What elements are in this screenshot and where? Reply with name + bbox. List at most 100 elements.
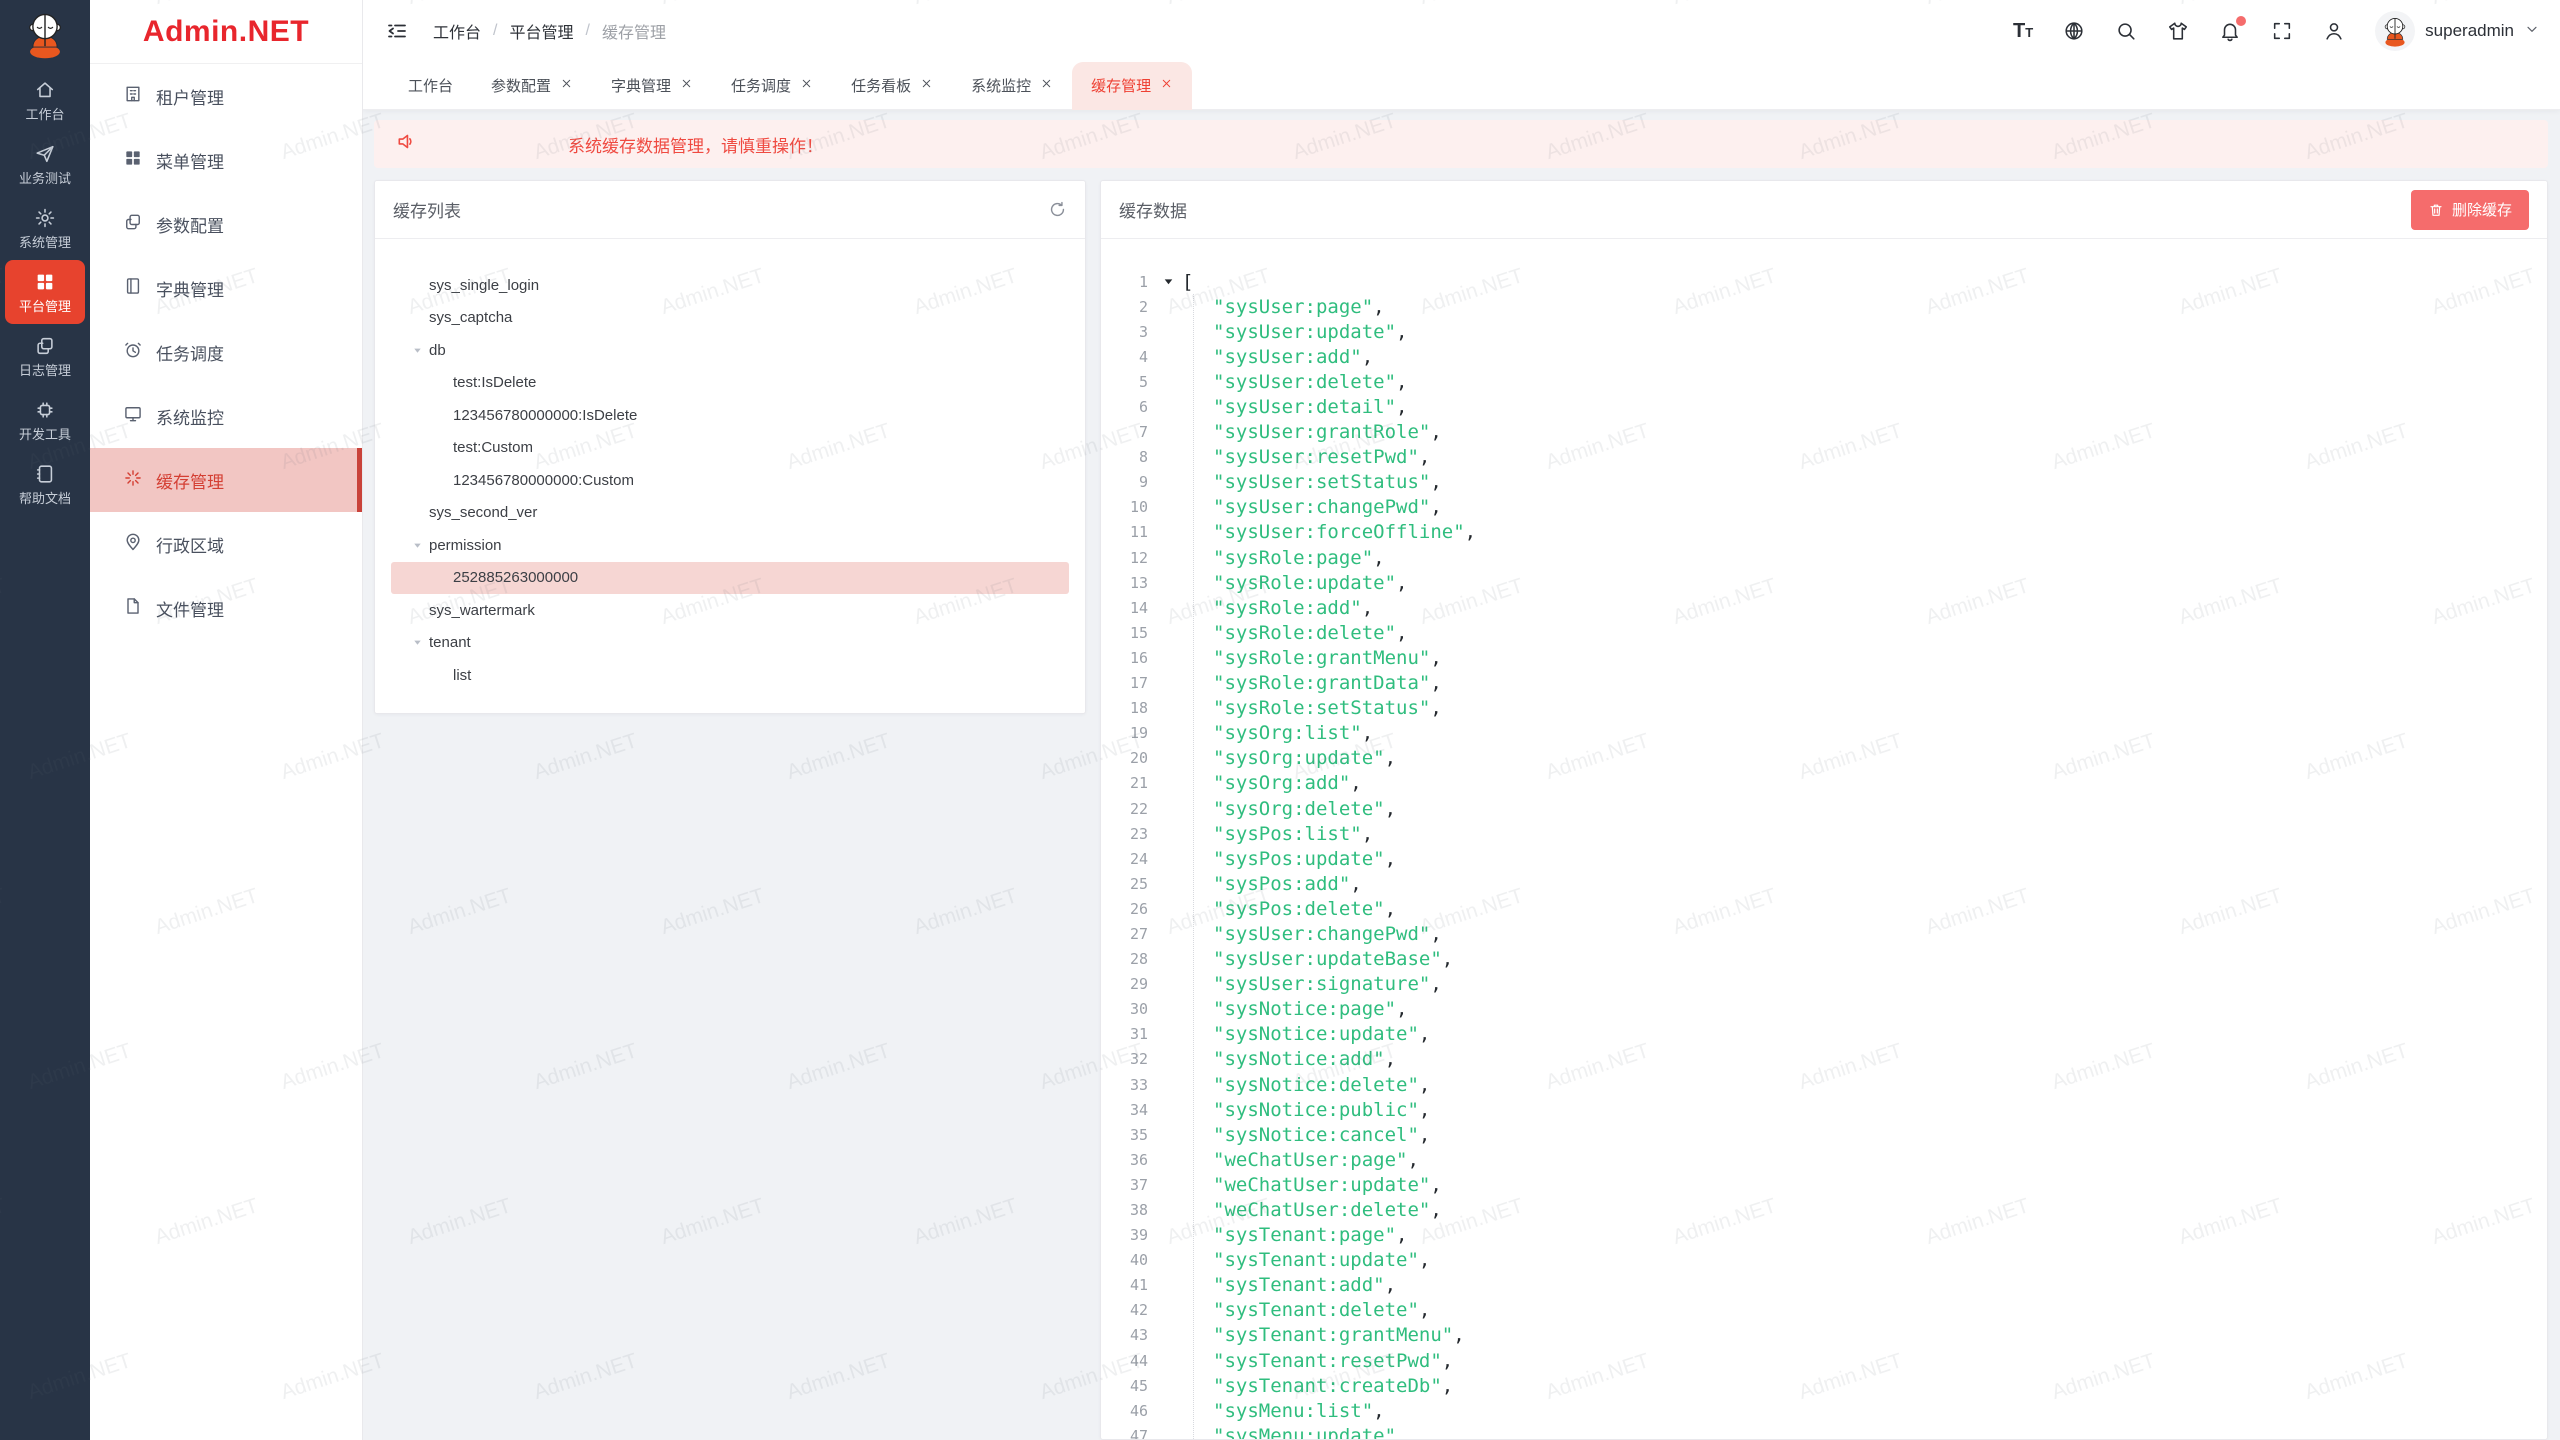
tab-系统监控[interactable]: 系统监控: [952, 62, 1072, 110]
tree-node[interactable]: tenant: [391, 627, 1069, 660]
home-icon: [34, 79, 56, 101]
sidebar-item-cache-mgmt[interactable]: 缓存管理: [90, 448, 362, 512]
caret-down-icon[interactable]: [1162, 275, 1175, 288]
font-size-icon[interactable]: TT: [2013, 20, 2034, 42]
sidebar-item-param-config[interactable]: 参数配置: [90, 192, 362, 256]
json-line: 10 "sysUser:changePwd",: [1101, 495, 2547, 520]
json-line: 11 "sysUser:forceOffline",: [1101, 520, 2547, 545]
breadcrumb-separator: /: [585, 22, 590, 39]
sidebar-item-admin-region[interactable]: 行政区域: [90, 512, 362, 576]
json-line: 28 "sysUser:updateBase",: [1101, 947, 2547, 972]
breadcrumb-item[interactable]: 缓存管理: [601, 25, 666, 42]
tab-任务看板[interactable]: 任务看板: [832, 62, 952, 110]
breadcrumb-separator: /: [493, 22, 498, 39]
search-icon[interactable]: [2115, 20, 2137, 42]
caret-down-icon[interactable]: [405, 345, 429, 356]
tree-node[interactable]: sys_captcha: [391, 302, 1069, 335]
json-string: "sysRole:setStatus": [1213, 697, 1431, 720]
tree-node[interactable]: sys_wartermark: [391, 594, 1069, 627]
sidebar-item-file-mgmt[interactable]: 文件管理: [90, 576, 362, 640]
theme-icon[interactable]: [2167, 20, 2189, 42]
close-icon[interactable]: [1160, 77, 1173, 94]
rail-item-dev-tools[interactable]: 开发工具: [5, 388, 85, 452]
profile-icon[interactable]: [2323, 20, 2345, 42]
sidebar-item-task-schedule[interactable]: 任务调度: [90, 320, 362, 384]
breadcrumb-item[interactable]: 工作台: [433, 25, 482, 42]
refresh-icon[interactable]: [1048, 200, 1067, 219]
tab-缓存管理[interactable]: 缓存管理: [1072, 61, 1193, 110]
rail-item-help-docs[interactable]: 帮助文档: [5, 452, 85, 516]
notifications-icon[interactable]: [2219, 16, 2247, 42]
tab-工作台[interactable]: 工作台: [389, 62, 472, 110]
json-line: 17 "sysRole:grantData",: [1101, 671, 2547, 696]
chevron-down-icon: [2524, 21, 2540, 42]
tree-node[interactable]: db: [391, 334, 1069, 367]
json-string: "sysTenant:page": [1213, 1224, 1397, 1247]
line-number: 42: [1129, 1301, 1148, 1320]
line-number: 14: [1129, 598, 1148, 617]
language-icon[interactable]: [2063, 20, 2085, 42]
breadcrumb-item[interactable]: 平台管理: [509, 25, 574, 42]
line-number: 13: [1129, 573, 1148, 592]
line-number: 30: [1129, 1000, 1148, 1019]
rail-item-system-mgmt[interactable]: 系统管理: [5, 196, 85, 260]
tree-node[interactable]: 123456780000000:Custom: [391, 464, 1069, 497]
tree-node[interactable]: 123456780000000:IsDelete: [391, 399, 1069, 432]
line-number: 1: [1138, 272, 1148, 291]
tree-node-label: sys_captcha: [429, 309, 513, 327]
collapse-menu-icon[interactable]: [385, 19, 409, 43]
delete-cache-button[interactable]: 删除缓存: [2410, 189, 2529, 230]
tree-node-label: tenant: [429, 634, 471, 652]
json-line: 32 "sysNotice:add",: [1101, 1047, 2547, 1072]
sidebar-item-system-monitor[interactable]: 系统监控: [90, 384, 362, 448]
tab-任务调度[interactable]: 任务调度: [712, 62, 832, 110]
sidebar-item-label: 任务调度: [156, 344, 224, 364]
json-line: 39 "sysTenant:page",: [1101, 1223, 2547, 1248]
monitor-icon: [123, 404, 143, 429]
caret-down-icon[interactable]: [405, 540, 429, 551]
line-number: 6: [1138, 398, 1148, 417]
json-string: "sysNotice:delete": [1213, 1073, 1419, 1096]
tree-node[interactable]: test:Custom: [391, 432, 1069, 465]
json-line: 26 "sysPos:delete",: [1101, 896, 2547, 921]
copy-icon: [123, 212, 143, 237]
json-line: 3 "sysUser:update",: [1101, 319, 2547, 344]
line-number: 23: [1129, 824, 1148, 843]
rail-item-platform-mgmt[interactable]: 平台管理: [5, 260, 85, 324]
close-icon[interactable]: [680, 77, 693, 94]
sidebar-item-menu-mgmt[interactable]: 菜单管理: [90, 128, 362, 192]
rail-item-workbench[interactable]: 工作台: [5, 68, 85, 132]
tree-node[interactable]: sys_second_ver: [391, 497, 1069, 530]
tree-node[interactable]: test:IsDelete: [391, 367, 1069, 400]
rail-item-log-mgmt[interactable]: 日志管理: [5, 324, 85, 388]
line-number: 26: [1129, 899, 1148, 918]
line-number: 24: [1129, 849, 1148, 868]
json-string: "sysRole:grantData": [1213, 672, 1431, 695]
line-number: 34: [1129, 1100, 1148, 1119]
sidebar-item-tenant-mgmt[interactable]: 租户管理: [90, 64, 362, 128]
tree-node[interactable]: list: [391, 659, 1069, 692]
tab-字典管理[interactable]: 字典管理: [592, 62, 712, 110]
caret-down-icon[interactable]: [405, 637, 429, 648]
close-icon[interactable]: [1040, 77, 1053, 94]
json-string: "sysUser:forceOffline": [1213, 521, 1465, 544]
rail-item-business-test[interactable]: 业务测试: [5, 132, 85, 196]
json-string: "sysRole:add": [1213, 596, 1362, 619]
tree-node[interactable]: permission: [391, 529, 1069, 562]
json-string: "sysUser:page": [1213, 295, 1374, 318]
fullscreen-icon[interactable]: [2271, 20, 2293, 42]
mascot-logo-icon: [29, 13, 61, 59]
json-string: "sysPos:delete": [1213, 897, 1385, 920]
close-icon[interactable]: [560, 77, 573, 94]
tree-node[interactable]: 252885263000000: [391, 561, 1069, 594]
user-menu[interactable]: superadmin: [2375, 11, 2540, 51]
sidebar-item-dict-mgmt[interactable]: 字典管理: [90, 256, 362, 320]
close-icon[interactable]: [800, 77, 813, 94]
tab-参数配置[interactable]: 参数配置: [472, 62, 592, 110]
app-logo[interactable]: [0, 0, 90, 68]
json-string: "weChatUser:page": [1213, 1148, 1408, 1171]
close-icon[interactable]: [920, 77, 933, 94]
sidebar-item-label: 租户管理: [156, 88, 224, 108]
tree-node[interactable]: sys_single_login: [391, 269, 1069, 302]
